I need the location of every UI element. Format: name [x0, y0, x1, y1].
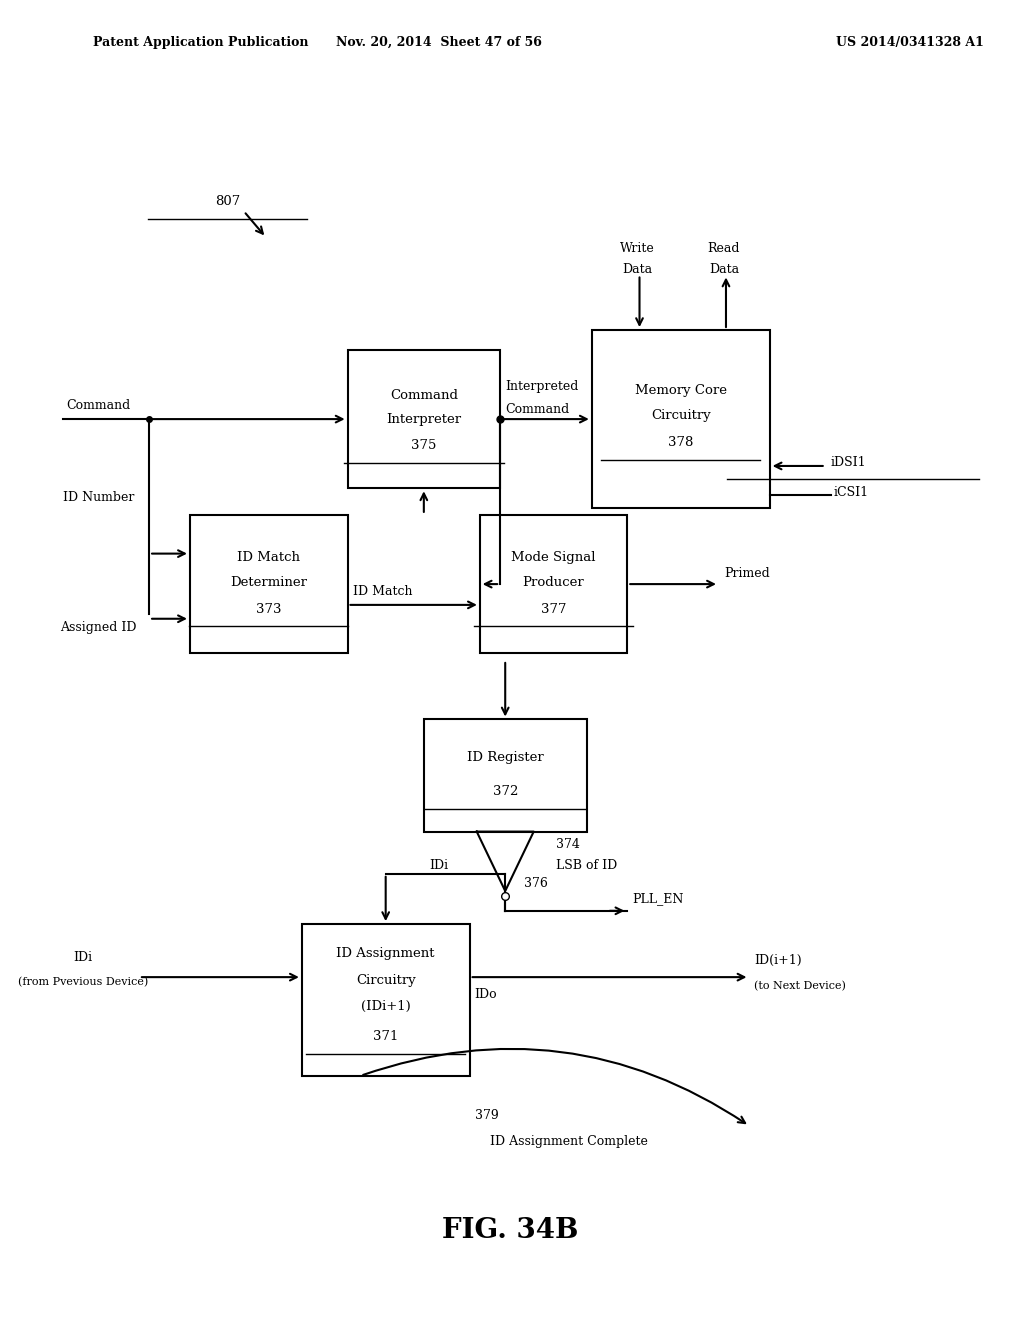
Text: Write: Write	[621, 242, 654, 255]
Text: LSB of ID: LSB of ID	[556, 859, 617, 873]
Text: 376: 376	[523, 876, 548, 890]
Text: 373: 373	[256, 603, 282, 615]
Text: US 2014/0341328 A1: US 2014/0341328 A1	[836, 36, 984, 49]
Text: 377: 377	[541, 603, 566, 615]
Text: ID Assignment Complete: ID Assignment Complete	[489, 1135, 648, 1148]
Text: Memory Core: Memory Core	[635, 384, 727, 396]
Text: Circuitry: Circuitry	[355, 974, 416, 986]
Text: iDSI1: iDSI1	[830, 455, 866, 469]
Text: Command: Command	[67, 400, 130, 412]
Text: Patent Application Publication: Patent Application Publication	[93, 36, 308, 49]
Bar	[302, 924, 470, 1076]
Text: 371: 371	[373, 1031, 398, 1043]
Text: ID Number: ID Number	[62, 491, 134, 504]
Text: ID Match: ID Match	[238, 552, 300, 564]
Text: Data: Data	[623, 263, 652, 276]
Text: IDi: IDi	[74, 950, 92, 964]
Text: Circuitry: Circuitry	[651, 409, 711, 421]
Text: (to Next Device): (to Next Device)	[755, 981, 847, 991]
Text: 374: 374	[556, 838, 580, 851]
Text: ID(i+1): ID(i+1)	[755, 953, 802, 966]
Text: Command: Command	[390, 389, 458, 401]
Text: FIG. 34B: FIG. 34B	[442, 1217, 579, 1243]
Text: Interpreted: Interpreted	[505, 380, 579, 392]
Text: iCSI1: iCSI1	[834, 486, 869, 499]
Text: (IDi+1): (IDi+1)	[360, 1001, 411, 1012]
Text: 379: 379	[475, 1109, 499, 1122]
Text: 372: 372	[493, 785, 518, 797]
Text: 807: 807	[215, 195, 240, 209]
Text: 375: 375	[412, 440, 436, 451]
Text: IDi: IDi	[429, 859, 449, 873]
Bar	[347, 350, 500, 488]
Text: ID Register: ID Register	[467, 751, 544, 763]
Text: Assigned ID: Assigned ID	[60, 620, 136, 634]
Text: 378: 378	[668, 437, 693, 449]
Text: ID Assignment: ID Assignment	[337, 948, 435, 960]
Text: Interpreter: Interpreter	[386, 413, 462, 425]
Bar	[480, 515, 628, 653]
Text: PLL_EN: PLL_EN	[633, 892, 684, 906]
Text: ID Match: ID Match	[352, 585, 412, 598]
Bar	[592, 330, 770, 508]
Bar	[424, 719, 587, 832]
Text: Read: Read	[708, 242, 740, 255]
Text: Mode Signal: Mode Signal	[511, 552, 596, 564]
Text: Command: Command	[505, 404, 569, 416]
Text: IDo: IDo	[475, 987, 498, 1001]
Text: (from Pvevious Device): (from Pvevious Device)	[17, 977, 148, 987]
Text: Data: Data	[709, 263, 739, 276]
Text: Determiner: Determiner	[230, 577, 307, 589]
Text: Producer: Producer	[522, 577, 585, 589]
Text: Nov. 20, 2014  Sheet 47 of 56: Nov. 20, 2014 Sheet 47 of 56	[336, 36, 542, 49]
Text: Primed: Primed	[724, 568, 770, 579]
Bar	[189, 515, 347, 653]
